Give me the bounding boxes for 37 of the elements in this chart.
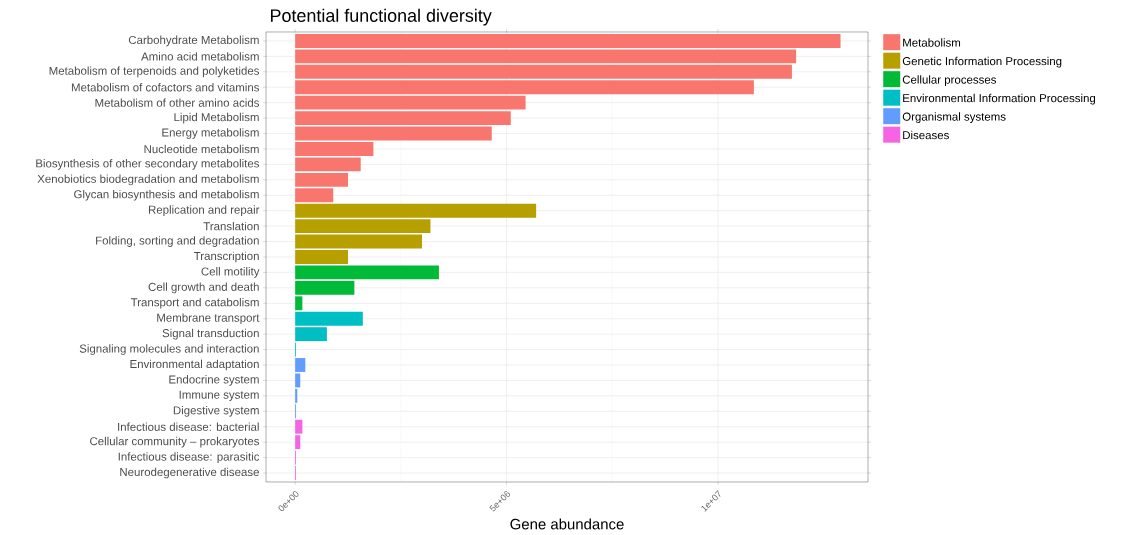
y-tick-label: Signal transduction bbox=[162, 328, 259, 340]
y-tick-label: Transcription bbox=[193, 251, 259, 263]
legend-label: Diseases bbox=[903, 130, 949, 140]
y-tick-label: Cellular community – prokaryotes bbox=[90, 436, 260, 448]
y-tick-label: Biosynthesis of other secondary metabolites bbox=[36, 159, 260, 170]
y-tick-label: Cell motility bbox=[201, 267, 260, 278]
y-tick-label: Cell growth and death bbox=[148, 282, 259, 294]
y-tick-label: Digestive system bbox=[173, 405, 259, 417]
y-tick-label: Metabolism of other amino acids bbox=[95, 98, 260, 107]
y-tick-label: Glycan biosynthesis and metabolism bbox=[74, 189, 259, 201]
y-tick-label: Amino acid metabolism bbox=[141, 52, 259, 61]
y-tick-label: Endocrine system bbox=[169, 375, 259, 386]
y-tick-label: Infectious disease: bacterial bbox=[118, 422, 259, 431]
y-tick-label: Lipid Metabolism bbox=[174, 112, 259, 124]
x-axis-title: Gene abundance bbox=[510, 518, 624, 530]
y-tick-label: Nucleotide metabolism bbox=[144, 144, 259, 154]
y-tick-label: Membrane transport bbox=[157, 313, 260, 325]
y-tick-label: Folding, sorting and degradation bbox=[96, 236, 259, 247]
legend-label: Environmental Information Processing bbox=[903, 93, 1096, 105]
chart-title: Potential functional diversity bbox=[271, 8, 492, 26]
y-tick-label: Energy metabolism bbox=[162, 128, 259, 139]
y-tick-label: Carbohydrate Metabolism bbox=[128, 35, 259, 47]
y-tick-label: Metabolism of cofactors and vitamins bbox=[71, 83, 260, 92]
legend-label: Metabolism bbox=[903, 38, 961, 47]
legend-label: Organismal systems bbox=[902, 112, 1006, 123]
y-tick-label: Infectious disease: parasitic bbox=[118, 452, 260, 463]
y-tick-label: Neurodegenerative disease bbox=[120, 467, 259, 479]
y-tick-label: Xenobiotics biodegradation and metabolism bbox=[37, 174, 259, 186]
legend-label: Genetic Information Processing bbox=[902, 56, 1062, 68]
y-tick-label: Immune system bbox=[179, 390, 259, 401]
y-tick-label: Environmental adaptation bbox=[130, 359, 259, 371]
y-tick-label: Translation bbox=[203, 221, 259, 231]
y-tick-label: Metabolism of terpenoids and polyketides bbox=[49, 66, 260, 78]
y-tick-label: Signaling molecules and interaction bbox=[79, 344, 259, 355]
y-tick-label: Replication and repair bbox=[148, 205, 260, 217]
legend-label: Cellular processes bbox=[902, 75, 997, 86]
y-tick-label: Transport and catabolism bbox=[130, 297, 259, 309]
